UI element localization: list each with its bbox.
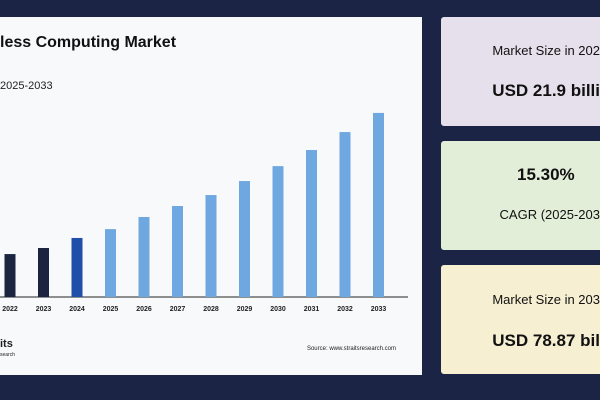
bar — [71, 237, 83, 297]
stat-value: USD 78.87 bil — [492, 331, 600, 350]
x-tick-label: 2031 — [304, 306, 320, 313]
chart: less Computing Market 2025-2033 its sear… — [0, 34, 408, 358]
x-tick-label: 2030 — [270, 306, 286, 313]
chart-panel: less Computing Market 2025-2033 its sear… — [0, 17, 422, 375]
x-tick-label: 2022 — [2, 306, 18, 313]
bar — [239, 181, 250, 297]
chart-title: less Computing Market — [0, 34, 177, 51]
bar — [4, 254, 16, 297]
source: Source: www.straitsresearch.com — [307, 346, 396, 352]
bar — [306, 150, 317, 297]
bar — [373, 112, 384, 297]
stat-card: Market Size in 203 USD 78.87 bil — [441, 265, 600, 374]
stat-label: Market Size in 203 — [492, 292, 600, 307]
stat-label: Market Size in 202 — [492, 43, 600, 58]
bar — [172, 206, 183, 297]
x-tick-label: 2032 — [337, 306, 353, 313]
x-tick-label: 2026 — [136, 306, 152, 313]
x-tick-label: 2028 — [203, 306, 219, 313]
bar — [138, 216, 150, 297]
bar — [105, 229, 116, 297]
stat-card: 15.30% CAGR (2025-203 — [441, 141, 600, 250]
bar — [205, 195, 217, 297]
bar — [272, 166, 284, 297]
logo-text: its — [0, 338, 13, 350]
bar — [38, 248, 49, 297]
x-tick-label: 2025 — [103, 306, 119, 313]
chart-subtitle: 2025-2033 — [0, 80, 53, 92]
stat-value: 15.30% — [517, 165, 575, 184]
x-tick-label: 2023 — [36, 306, 52, 313]
x-tick-label: 2027 — [170, 306, 186, 313]
x-tick-label: 2024 — [69, 306, 85, 313]
stat-card: Market Size in 202 USD 21.9 billi — [441, 17, 600, 126]
x-tick-label: 2033 — [371, 306, 387, 313]
stat-label: CAGR (2025-203 — [499, 207, 600, 222]
logo-subtext: search — [0, 352, 15, 358]
bar — [339, 132, 351, 297]
x-tick-label: 2029 — [237, 306, 253, 313]
stat-value: USD 21.9 billi — [492, 81, 600, 100]
